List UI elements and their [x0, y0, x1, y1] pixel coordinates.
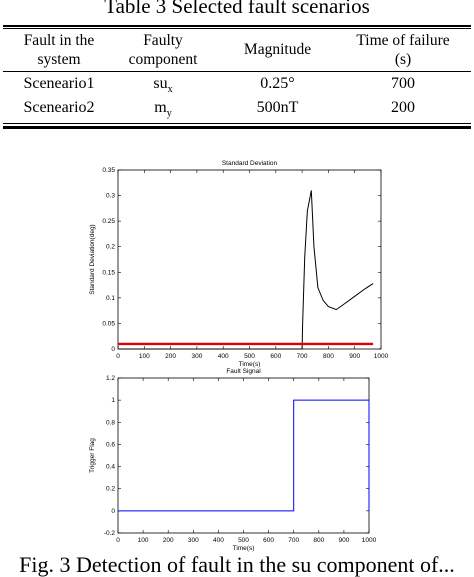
row2-component-sub: y — [166, 108, 172, 119]
x-axis-label: Time(s) — [233, 545, 255, 552]
x-axis-label: Time(s) — [239, 361, 261, 368]
x-tick-label: 400 — [213, 537, 224, 544]
header-fault: Fault in the system — [0, 31, 118, 69]
header-fault-line1: Fault in the — [23, 32, 95, 49]
row2-component: my — [108, 98, 218, 124]
table-bottom-rule — [3, 123, 471, 124]
x-tick-label: 300 — [188, 537, 199, 544]
y-tick-label: 1 — [111, 397, 115, 404]
row1-component-base: su — [153, 75, 168, 92]
figure-caption: Fig. 3 Detection of fault in the su comp… — [19, 552, 455, 577]
table-top-rule — [3, 25, 471, 27]
x-tick-label: 1000 — [374, 353, 389, 360]
header-fault-line2: system — [37, 51, 81, 68]
x-tick-label: 400 — [218, 353, 229, 360]
header-magnitude: Magnitude — [220, 40, 335, 59]
row2-time: 200 — [391, 99, 415, 116]
chart-title: Standard Deviation — [222, 160, 278, 167]
y-tick-label: 0.2 — [106, 486, 115, 493]
header-time-line1: Time of failure — [356, 32, 450, 49]
x-tick-label: 1000 — [362, 537, 377, 544]
x-tick-label: 700 — [297, 353, 308, 360]
row1-magnitude: 0.25° — [260, 75, 295, 92]
y-tick-label: 0.2 — [106, 244, 115, 251]
y-tick-label: 0.3 — [106, 193, 115, 200]
x-tick-label: 0 — [116, 353, 120, 360]
table-top-rule-inner — [3, 28, 471, 29]
y-tick-label: 0.25 — [102, 218, 115, 225]
row1-fault: Sceneario1 — [23, 75, 95, 92]
table-caption: Table 3 Selected fault scenarios — [104, 0, 370, 18]
header-rule — [3, 71, 471, 72]
x-tick-label: 900 — [338, 537, 349, 544]
y-tick-label: 0.1 — [106, 295, 115, 302]
y-tick-label: 0.35 — [102, 167, 115, 174]
x-tick-label: 900 — [349, 353, 360, 360]
x-tick-label: 500 — [238, 537, 249, 544]
header-component-line2: component — [128, 51, 198, 68]
standard-deviation-chart: Standard Deviation Standard Deviation(de… — [89, 160, 389, 368]
fault-signal-chart: Fault Signal Trigger Flag Time(s) 0 100 20… — [89, 368, 377, 552]
x-tick-label: 100 — [138, 537, 149, 544]
x-tick-label: 200 — [165, 353, 176, 360]
row1-component: sux — [108, 74, 218, 100]
header-magnitude-line1: Magnitude — [243, 41, 312, 58]
table-bottom-rule-thick — [3, 126, 471, 129]
chart-title: Fault Signal — [226, 368, 261, 375]
x-tick-label: 100 — [139, 353, 150, 360]
row1-time: 700 — [391, 75, 415, 92]
plot-frame — [117, 169, 382, 350]
y-tick-label: -0.2 — [104, 530, 116, 537]
series-line-1 — [118, 399, 370, 512]
row1-component-sub: x — [167, 84, 173, 95]
series-line-1 — [118, 190, 374, 350]
x-tick-label: 700 — [288, 537, 299, 544]
row2-fault: Sceneario2 — [23, 99, 95, 116]
header-time-line2: (s) — [394, 51, 412, 68]
x-tick-label: 800 — [323, 353, 334, 360]
row2-component-base: m — [154, 99, 167, 116]
x-tick-label: 0 — [116, 537, 120, 544]
x-tick-label: 800 — [313, 537, 324, 544]
y-axis-label: Trigger Flag — [89, 438, 96, 473]
row2-magnitude: 500nT — [256, 99, 299, 116]
header-component: Faulty component — [108, 31, 218, 69]
header-component-line1: Faulty — [143, 32, 183, 49]
x-tick-label: 300 — [191, 353, 202, 360]
y-tick-label: 1.2 — [106, 375, 115, 382]
y-tick-label: 0.15 — [102, 269, 115, 276]
y-axis-label: Standard Deviation(deg) — [89, 224, 96, 294]
x-tick-label: 600 — [270, 353, 281, 360]
y-tick-label: 0.8 — [106, 419, 115, 426]
y-tick-label: 0.4 — [106, 464, 115, 471]
y-tick-label: 0.6 — [106, 441, 115, 448]
header-time: Time of failure (s) — [333, 31, 473, 69]
x-tick-label: 200 — [163, 537, 174, 544]
y-tick-label: 0 — [111, 346, 115, 353]
y-tick-label: 0.05 — [102, 320, 115, 327]
x-tick-label: 600 — [263, 537, 274, 544]
x-tick-label: 500 — [244, 353, 255, 360]
y-tick-label: 0 — [111, 508, 115, 515]
plot-frame — [117, 377, 370, 534]
